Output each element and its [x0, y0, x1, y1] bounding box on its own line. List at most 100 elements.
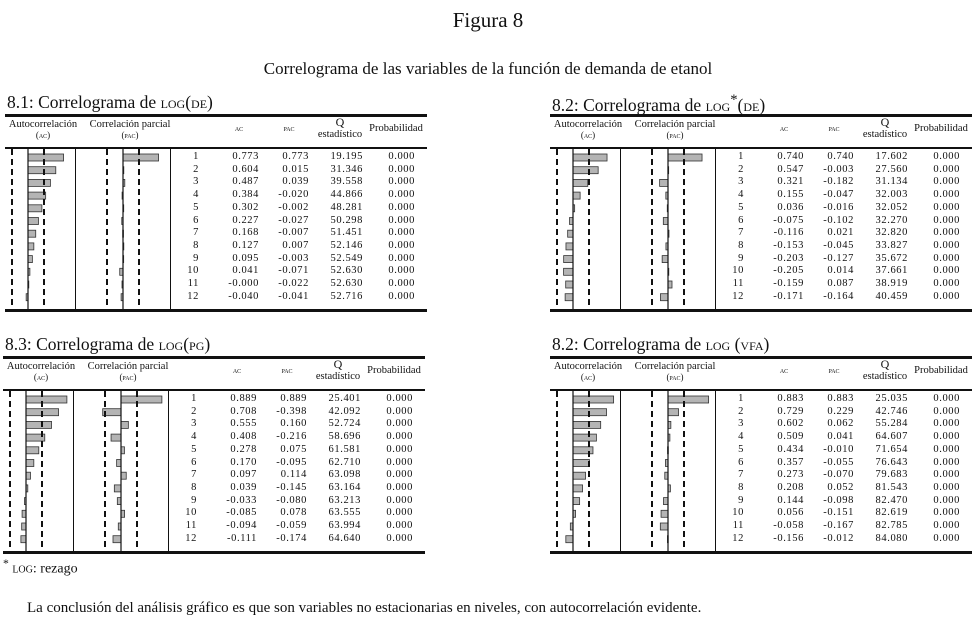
top-rule: [550, 356, 972, 359]
header-rule: [5, 147, 427, 149]
header-ac: ac: [219, 123, 259, 134]
cell-q: 51.451: [330, 227, 363, 239]
pac-bar: [110, 433, 122, 442]
cell-lags: 5: [738, 201, 744, 213]
cell-lags: 8: [193, 239, 199, 251]
ac-bar: [572, 191, 581, 200]
cell-pac: 0.041: [827, 431, 854, 443]
ac-plot: [9, 391, 68, 551]
header-pac: pac: [814, 123, 854, 134]
header-pac-plot-abbr: (pac): [666, 130, 684, 140]
header-ac: ac: [764, 365, 804, 376]
panel-title-log: log: [160, 92, 186, 112]
ac-bar: [572, 420, 602, 429]
cell-ac: 0.208: [777, 481, 804, 493]
cell-ac: 0.708: [230, 405, 257, 417]
pac-plot: [102, 391, 163, 551]
header-ac-plot-label: Autocorrelación: [6, 361, 76, 372]
pac-bar: [667, 280, 673, 289]
cell-pac: -0.012: [823, 532, 854, 544]
cell-prob: 0.000: [386, 532, 413, 544]
cell-ac: -0.040: [228, 290, 259, 302]
cell-q: 52.146: [330, 239, 363, 251]
cell-q: 32.052: [875, 201, 908, 213]
cell-pac: -0.059: [276, 520, 307, 531]
ac-bar: [25, 471, 31, 480]
cell-ac: 0.384: [232, 189, 259, 201]
panel-title-variable: (de): [737, 94, 766, 115]
panel-title: 8.2: Correlograma de log (vfa): [552, 334, 769, 355]
cell-prob: 0.000: [388, 214, 415, 226]
correlogram-panel: 8.1: Correlograma de log(de) Autocorrela…: [5, 92, 427, 312]
cell-ac: 0.170: [230, 456, 257, 468]
header-pac-label: pac: [283, 123, 295, 133]
figure-subtitle: Correlograma de las variables de la func…: [263, 59, 713, 78]
header-q-sub: estadístico: [317, 129, 363, 140]
cell-q: 38.919: [875, 278, 908, 289]
cell-ac: 0.227: [232, 214, 259, 226]
cell-q: 40.459: [875, 290, 908, 302]
cell-q: 35.672: [875, 252, 908, 264]
header-pac-plot: Correlación parcial (pac): [628, 361, 722, 383]
cell-pac: 0.889: [280, 393, 307, 404]
header-pac-plot-abbr: (pac): [666, 372, 684, 382]
cell-lags: 2: [193, 163, 199, 175]
header-rule: [3, 389, 425, 391]
cell-q: 32.003: [875, 189, 908, 201]
ac-bar: [21, 522, 27, 531]
bottom-rule: [550, 551, 972, 554]
cell-prob: 0.000: [386, 393, 413, 404]
cell-ac: 0.097: [230, 469, 257, 481]
cell-prob: 0.000: [933, 176, 960, 188]
cell-lags: 3: [193, 176, 199, 188]
pac-bar: [122, 153, 159, 162]
cell-prob: 0.000: [388, 227, 415, 239]
cell-lags: 1: [738, 393, 744, 404]
cell-lags: 12: [187, 290, 199, 302]
cell-pac: -0.167: [823, 520, 854, 531]
cell-q: 63.555: [328, 507, 361, 519]
cell-prob: 0.000: [933, 265, 960, 277]
cell-ac: 0.155: [777, 189, 804, 201]
cell-pac: -0.055: [823, 456, 854, 468]
cell-ac: 0.740: [777, 151, 804, 162]
pac-bar: [113, 484, 122, 493]
ac-plot: [556, 149, 608, 309]
cell-pac: 0.007: [282, 239, 309, 251]
cell-pac: -0.070: [823, 469, 854, 481]
bottom-rule: [5, 309, 427, 312]
header-ac-plot: Autocorrelación (ac): [5, 119, 81, 141]
header-pac-plot: Correlación parcial (pac): [83, 119, 177, 141]
header-ac-plot-abbr: (ac): [35, 130, 51, 140]
header-pac-plot-abbr: (pac): [119, 372, 137, 382]
cell-prob: 0.000: [933, 278, 960, 289]
cell-q: 39.558: [330, 176, 363, 188]
panel-title-variable: (vfa): [730, 334, 770, 354]
cell-ac: -0.171: [773, 290, 804, 302]
cell-prob: 0.000: [933, 481, 960, 493]
pac-bar: [120, 471, 127, 480]
cell-pac: -0.151: [823, 507, 854, 519]
cell-q: 33.827: [875, 239, 908, 251]
cell-pac: -0.216: [276, 431, 307, 443]
cell-ac: 0.302: [232, 201, 259, 213]
cell-pac: 0.021: [827, 227, 854, 239]
pac-bar: [659, 522, 669, 531]
cell-lags: 9: [191, 494, 197, 506]
cell-pac: 0.087: [827, 278, 854, 289]
header-prob-label: Probabilidad: [914, 123, 968, 134]
ac-bar: [563, 255, 574, 263]
header-pac: pac: [269, 123, 309, 134]
cell-prob: 0.000: [933, 431, 960, 443]
cell-ac: 0.144: [777, 494, 804, 506]
header-prob: Probabilidad: [365, 123, 427, 134]
header-pac-plot-abbr: (pac): [121, 130, 139, 140]
cell-prob: 0.000: [388, 151, 415, 162]
panel-title-variable: (pg): [183, 334, 211, 354]
cell-lags: 8: [191, 481, 197, 493]
header-ac-label: ac: [779, 123, 789, 133]
cell-q: 62.710: [328, 456, 361, 468]
panel-title-log: log: [705, 94, 731, 115]
cell-q: 52.549: [330, 252, 363, 264]
